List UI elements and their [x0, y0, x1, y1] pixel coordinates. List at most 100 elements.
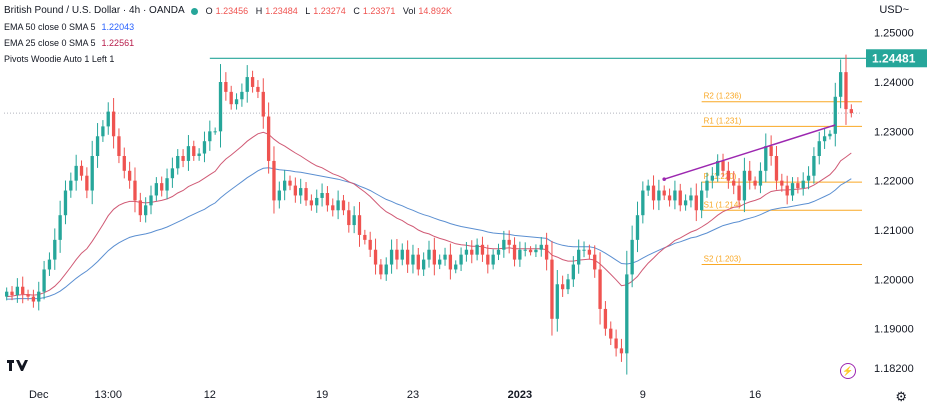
candle	[111, 98, 116, 149]
candle	[186, 135, 191, 171]
lightning-icon[interactable]: ⚡	[840, 363, 856, 379]
candle	[539, 237, 543, 257]
candle	[266, 102, 271, 174]
candle	[144, 197, 148, 223]
candle	[780, 173, 784, 192]
currency-selector[interactable]: USD~	[879, 4, 909, 16]
candle	[202, 131, 207, 163]
ohlc-low-label: L	[305, 5, 311, 16]
candle	[550, 240, 554, 336]
candle	[721, 153, 725, 178]
candle	[630, 225, 634, 288]
candle	[587, 244, 592, 260]
candle	[384, 257, 388, 281]
ohlc-volume-label: Vol	[402, 5, 416, 16]
trendline-anchor[interactable]	[662, 177, 667, 181]
y-tick-label: 1.22000	[874, 176, 914, 188]
candle	[37, 281, 41, 311]
candle	[801, 172, 805, 196]
candle	[127, 161, 132, 189]
candle	[283, 169, 287, 201]
candle	[42, 260, 46, 300]
candle	[812, 147, 816, 184]
candle	[95, 123, 100, 168]
indicator-ema50-label: EMA 50 close 0 SMA 5	[4, 21, 96, 32]
candle	[309, 194, 314, 211]
candle	[331, 198, 335, 217]
candle	[678, 183, 682, 212]
candle	[181, 149, 185, 168]
candle	[560, 275, 565, 297]
candle	[85, 167, 89, 199]
candle	[774, 145, 779, 190]
candle	[90, 140, 94, 205]
candle	[844, 54, 848, 125]
candle	[459, 247, 463, 272]
candle	[502, 230, 506, 258]
candle	[352, 206, 356, 234]
candle	[224, 72, 228, 101]
x-tick-label: 16	[749, 389, 761, 401]
candle	[694, 183, 698, 222]
symbol-title[interactable]: British Pound / U.S. Dollar · 4h · OANDA	[4, 5, 185, 16]
candle	[443, 247, 447, 266]
candle	[705, 172, 709, 198]
candle	[651, 175, 656, 210]
indicator-pivots-label: Pivots Woodie Auto 1 Left 1	[4, 53, 115, 64]
candle	[299, 178, 303, 204]
candle	[69, 172, 73, 198]
candle	[138, 192, 142, 222]
candle	[833, 82, 837, 147]
candle	[582, 241, 586, 258]
candle	[491, 249, 495, 270]
candle	[603, 301, 608, 336]
candle	[667, 188, 672, 207]
candle	[341, 194, 346, 216]
candle	[822, 127, 827, 149]
candle	[796, 177, 800, 194]
indicator-row-ema50[interactable]: EMA 50 close 0 SMA 5 1.22043	[4, 19, 457, 35]
candle	[47, 252, 52, 276]
indicator-ema50-value: 1.22043	[101, 21, 135, 32]
candle	[213, 127, 217, 135]
candle	[347, 201, 351, 233]
indicator-row-pivots[interactable]: Pivots Woodie Auto 1 Left 1	[4, 51, 457, 67]
x-tick-label: 12	[204, 389, 216, 401]
candle	[427, 240, 431, 268]
trendline[interactable]	[663, 124, 836, 180]
candle	[293, 177, 298, 203]
candle	[133, 167, 137, 213]
candle	[325, 186, 330, 212]
candle	[566, 273, 570, 295]
candle	[480, 236, 485, 262]
candle	[742, 157, 747, 213]
candle	[753, 176, 757, 190]
candle	[421, 252, 426, 276]
y-tick-label: 1.23000	[874, 126, 914, 138]
candle	[438, 254, 442, 270]
gear-icon[interactable]: ⚙	[895, 389, 907, 404]
candle	[593, 245, 597, 278]
candle	[454, 260, 458, 274]
x-tick-label: 2023	[508, 389, 532, 401]
tradingview-logo-icon[interactable]	[6, 358, 28, 375]
candle	[79, 160, 84, 181]
candle	[507, 230, 511, 254]
candle	[256, 80, 260, 99]
candle	[828, 130, 832, 140]
x-tick-label: 9	[640, 389, 646, 401]
chart-legend: British Pound / U.S. Dollar · 4h · OANDA…	[4, 3, 457, 67]
candle	[614, 329, 618, 357]
indicator-row-ema25[interactable]: EMA 25 close 0 SMA 5 1.22561	[4, 35, 457, 51]
candle	[160, 176, 164, 197]
candles	[5, 54, 853, 375]
ohlc-open-value: 1.23456	[215, 5, 249, 16]
candle	[496, 243, 501, 261]
candle	[625, 250, 629, 375]
y-tick-label: 1.20000	[874, 274, 914, 286]
pivot-level-label: S1 (1.214)	[704, 200, 742, 209]
candle	[363, 229, 367, 245]
candle	[101, 120, 105, 142]
candle	[208, 120, 212, 151]
